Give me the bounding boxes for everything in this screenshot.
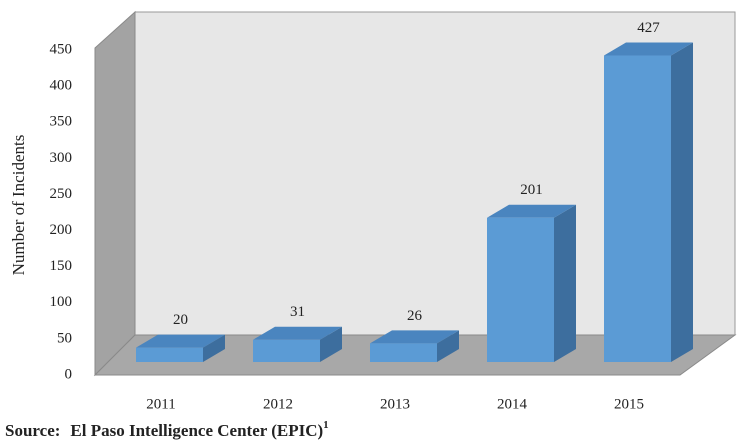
x-tick-label: 2011 xyxy=(146,396,175,412)
bar-top xyxy=(253,326,342,340)
bar xyxy=(370,343,437,362)
side-wall xyxy=(94,10,136,377)
y-axis-title: Number of Incidents xyxy=(9,135,28,276)
x-tick-label: 2012 xyxy=(263,396,293,412)
y-tick-label: 400 xyxy=(50,78,73,94)
data-label: 201 xyxy=(520,182,543,198)
bar-top xyxy=(604,42,693,56)
x-tick-label: 2014 xyxy=(497,396,528,412)
bar-top xyxy=(370,330,459,344)
data-label: 26 xyxy=(407,308,423,324)
y-tick-label: 0 xyxy=(65,366,73,382)
bar-top xyxy=(136,334,225,348)
source: Source: El Paso Intelligence Center (EPIC… xyxy=(5,419,329,440)
bar-side xyxy=(671,42,693,363)
y-tick-label: 300 xyxy=(50,150,73,166)
y-tick-label: 350 xyxy=(50,114,73,130)
y-tick-label: 200 xyxy=(50,222,73,238)
data-label: 31 xyxy=(290,304,305,320)
bar-side xyxy=(437,330,459,362)
x-tick-label: 2015 xyxy=(614,396,644,412)
bar xyxy=(604,55,671,363)
bar xyxy=(487,217,554,362)
bar xyxy=(253,339,320,362)
bar xyxy=(136,347,203,362)
source-note: 1 xyxy=(323,419,329,431)
bar-top xyxy=(487,204,576,218)
y-tick-label: 450 xyxy=(50,41,73,57)
bar-side xyxy=(203,334,225,362)
data-label: 427 xyxy=(637,20,660,36)
source-text: El Paso Intelligence Center (EPIC) xyxy=(70,421,323,440)
data-label: 20 xyxy=(173,312,188,328)
y-tick-label: 250 xyxy=(50,186,73,202)
y-tick-label: 100 xyxy=(50,294,73,310)
bar-side xyxy=(554,204,576,362)
source-label: Source: xyxy=(5,421,60,440)
y-tick-label: 50 xyxy=(57,330,72,346)
bar-side xyxy=(320,326,342,362)
x-tick-label: 2013 xyxy=(380,396,410,412)
y-tick-label: 150 xyxy=(50,258,73,274)
